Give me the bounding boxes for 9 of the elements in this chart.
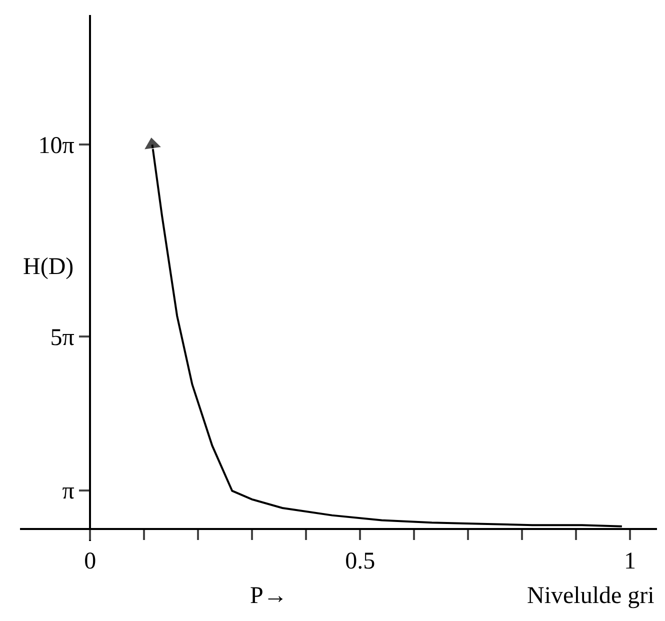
x-tick-label: 0 [84,548,96,575]
y-tick-label: 5π [50,325,74,352]
text: Nivelulde gri [527,583,655,609]
y-tick-label: 10π [38,132,74,159]
x-tick-label: 0.5 [345,548,376,575]
x-tick-label: 1 [624,548,636,575]
y-tick-label: π [62,478,74,505]
y-axis-title: H(D) [23,254,74,280]
x-axis-title: P→ [250,583,288,609]
